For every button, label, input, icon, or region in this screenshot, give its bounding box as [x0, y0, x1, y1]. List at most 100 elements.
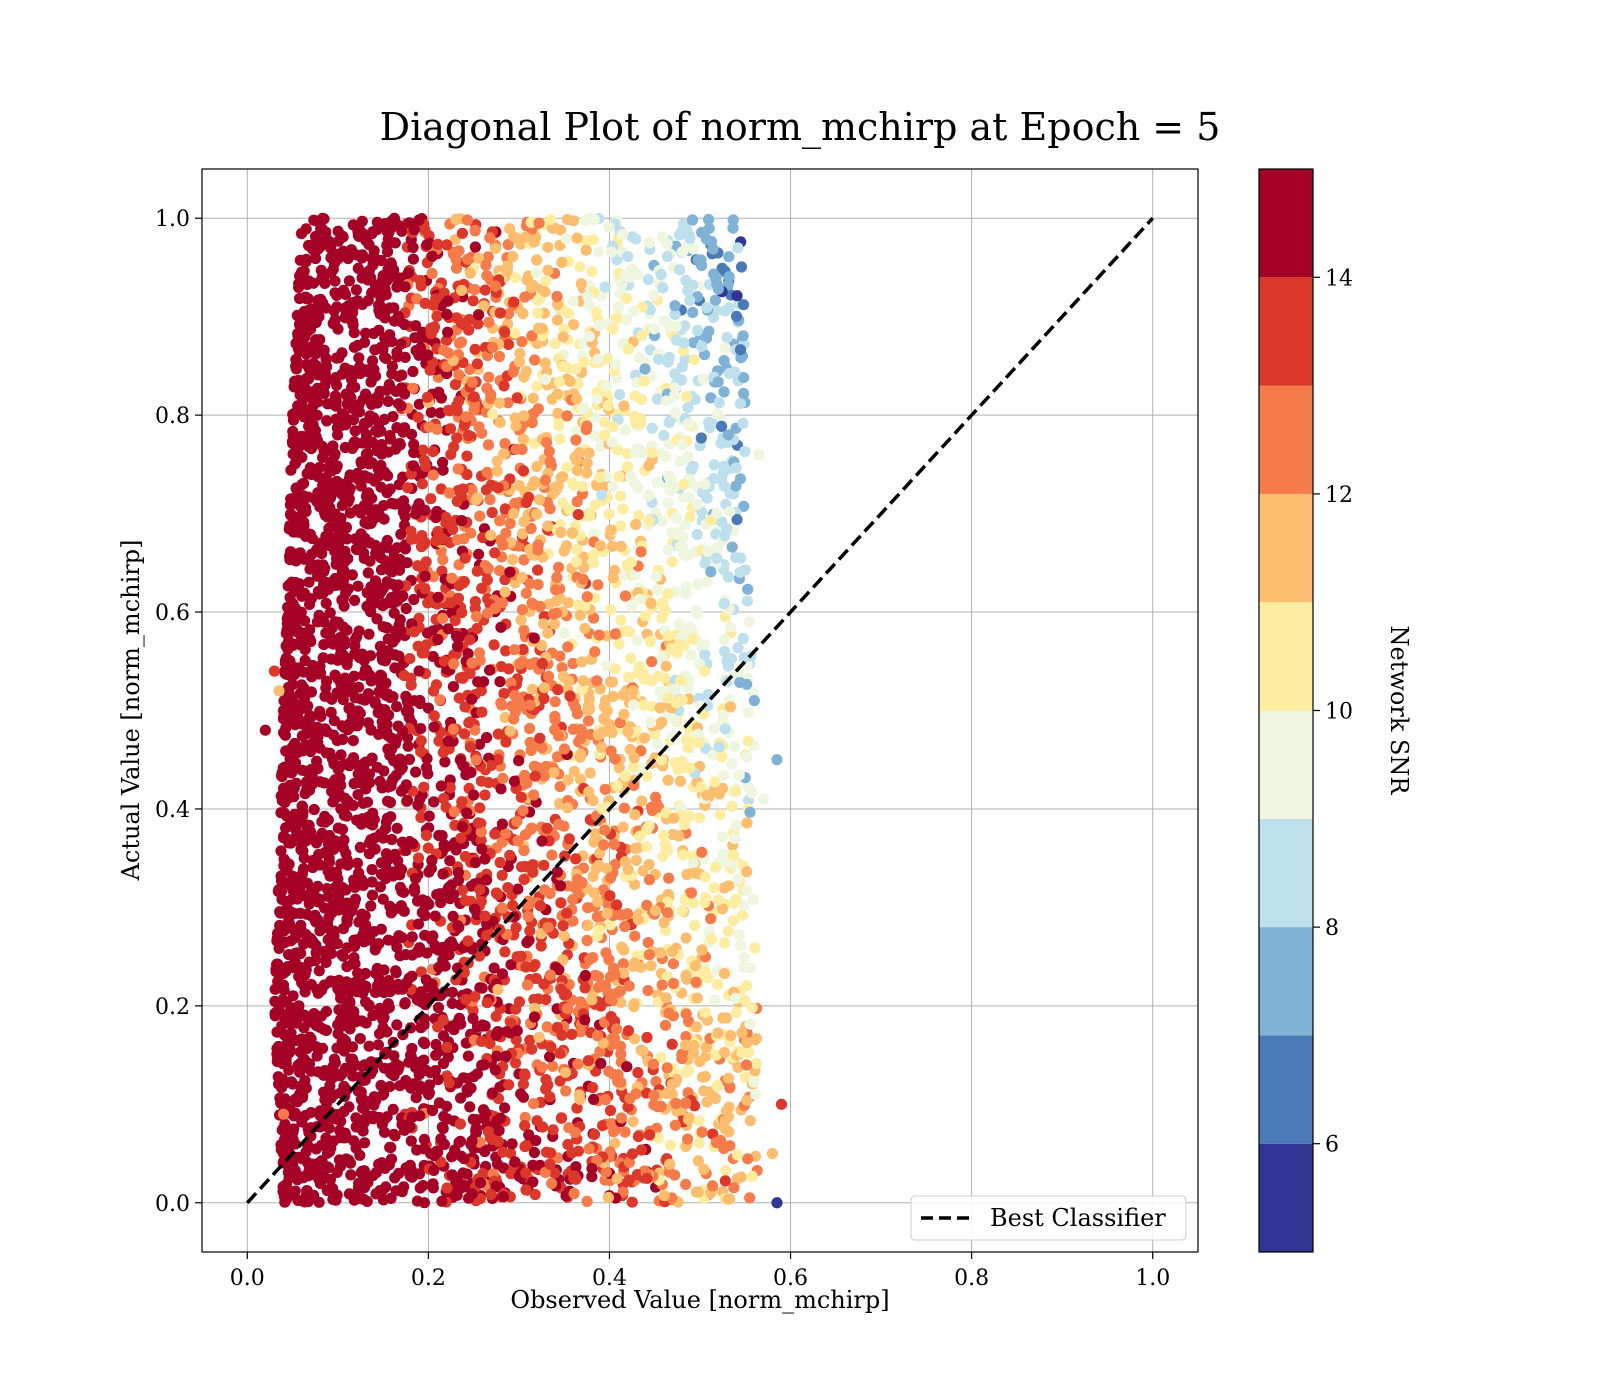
scatter-point: [572, 1058, 584, 1070]
scatter-point: [643, 459, 655, 472]
scatter-point: [713, 397, 725, 409]
scatter-point: [590, 863, 602, 875]
scatter-point: [677, 492, 690, 504]
scatter-point: [524, 658, 536, 671]
scatter-point: [617, 228, 629, 241]
scatter-point: [472, 318, 484, 330]
scatter-point: [287, 962, 299, 974]
scatter-point: [310, 235, 322, 247]
scatter-point: [359, 535, 371, 547]
scatter-point: [619, 920, 631, 933]
scatter-point: [469, 241, 481, 253]
scatter-point: [421, 947, 433, 959]
scatter-point: [737, 632, 749, 645]
scatter-point: [688, 354, 700, 366]
scatter-point: [515, 791, 527, 803]
scatter-point: [341, 906, 353, 918]
scatter-point: [725, 653, 738, 665]
scatter-point: [315, 1010, 327, 1022]
scatter-point: [297, 522, 309, 534]
scatter-points: [259, 212, 788, 1209]
scatter-point: [579, 599, 591, 612]
scatter-point: [341, 654, 353, 667]
scatter-point: [578, 356, 590, 368]
scatter-point: [306, 769, 318, 781]
scatter-point: [604, 993, 617, 1005]
scatter-point: [443, 487, 455, 499]
scatter-point: [611, 780, 623, 792]
scatter-point: [581, 457, 593, 469]
scatter-point: [420, 974, 432, 986]
scatter-point: [668, 812, 680, 824]
scatter-point: [347, 319, 359, 331]
scatter-point: [513, 755, 525, 767]
scatter-point: [513, 996, 526, 1008]
scatter-point: [504, 566, 516, 578]
scatter-point: [296, 816, 308, 828]
scatter-point: [535, 940, 547, 952]
scatter-point: [335, 803, 347, 815]
scatter-point: [499, 946, 511, 958]
scatter-point: [744, 962, 756, 974]
scatter-point: [741, 595, 754, 607]
scatter-point: [664, 1158, 676, 1170]
scatter-point: [371, 962, 383, 975]
scatter-point: [279, 1118, 291, 1130]
scatter-point: [705, 933, 718, 945]
scatter-point: [629, 809, 641, 821]
scatter-point: [390, 1058, 402, 1070]
scatter-point: [517, 805, 529, 817]
scatter-point: [687, 243, 699, 255]
scatter-point: [670, 321, 682, 333]
scatter-point: [479, 853, 491, 865]
scatter-point: [325, 706, 337, 718]
scatter-point: [494, 856, 506, 869]
scatter-point: [338, 564, 350, 577]
scatter-point: [700, 1041, 713, 1053]
scatter-point: [414, 793, 426, 805]
scatter-point: [317, 212, 329, 224]
scatter-point: [710, 861, 722, 873]
scatter-point: [615, 1040, 627, 1052]
scatter-point: [350, 249, 362, 261]
scatter-point: [361, 488, 373, 500]
scatter-point: [534, 600, 546, 613]
scatter-point: [503, 663, 515, 675]
scatter-point: [665, 474, 677, 486]
scatter-point: [423, 898, 435, 910]
scatter-point: [334, 1124, 346, 1137]
scatter-point: [666, 1038, 678, 1050]
scatter-point: [543, 445, 555, 457]
scatter-point: [670, 512, 683, 524]
scatter-point: [686, 279, 699, 291]
scatter-point: [469, 224, 481, 236]
scatter-point: [493, 350, 505, 363]
scatter-point: [619, 590, 632, 602]
scatter-point: [708, 723, 720, 735]
scatter-point: [290, 482, 302, 494]
scatter-point: [489, 1064, 501, 1076]
scatter-point: [448, 888, 460, 901]
scatter-point: [718, 355, 730, 367]
scatter-point: [532, 762, 544, 774]
scatter-point: [351, 1188, 363, 1200]
scatter-point: [305, 745, 317, 758]
scatter-point: [660, 992, 672, 1004]
scatter-point: [723, 271, 735, 283]
scatter-point: [285, 1076, 298, 1088]
scatter-point: [352, 473, 364, 485]
scatter-point: [724, 621, 737, 633]
scatter-point: [520, 365, 532, 377]
scatter-point: [307, 400, 319, 412]
scatter-point: [673, 639, 686, 651]
scatter-point: [693, 737, 705, 749]
scatter-point: [469, 991, 481, 1003]
scatter-point: [604, 890, 616, 902]
scatter-point: [602, 1191, 615, 1204]
scatter-point: [377, 893, 389, 905]
scatter-point: [521, 979, 534, 991]
scatter-point: [443, 1077, 455, 1089]
scatter-point: [459, 701, 471, 713]
scatter-point: [465, 1082, 477, 1094]
scatter-point: [450, 312, 463, 324]
